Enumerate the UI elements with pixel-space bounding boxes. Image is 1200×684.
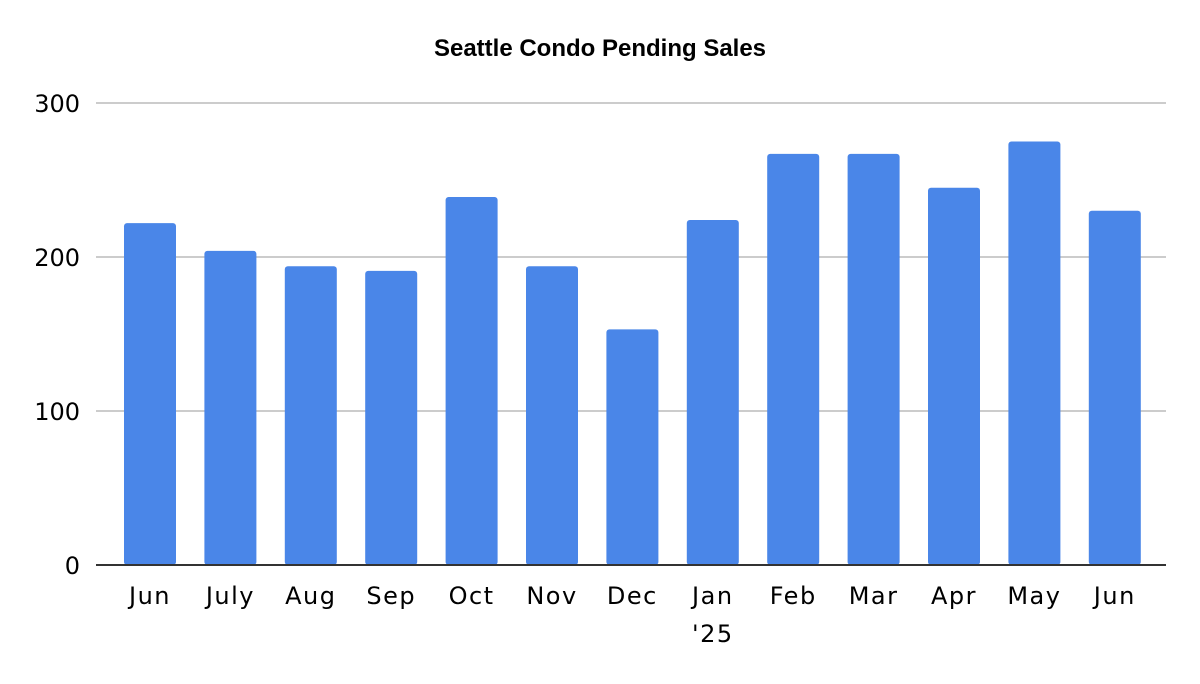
x-tick-label: '25 bbox=[692, 620, 734, 648]
y-tick-label: 300 bbox=[34, 90, 80, 118]
x-tick-label: Nov bbox=[526, 582, 577, 610]
bar bbox=[1088, 210, 1141, 566]
bar bbox=[284, 266, 337, 565]
y-axis-ticks: 0 100 200 300 bbox=[34, 90, 80, 580]
x-axis-ticks: Jun July Aug Sep Oct Nov Dec Jan '25 Feb Mar Apr May… bbox=[127, 582, 1136, 648]
bar bbox=[365, 270, 418, 565]
x-tick-label: Mar bbox=[849, 582, 899, 610]
bar bbox=[204, 250, 257, 565]
x-tick-label: Jan bbox=[690, 582, 734, 610]
y-tick-label: 200 bbox=[34, 244, 80, 272]
bar bbox=[606, 329, 659, 565]
bars bbox=[124, 141, 1141, 566]
x-tick-label: Sep bbox=[366, 582, 416, 610]
x-tick-label: Aug bbox=[285, 582, 336, 610]
bar bbox=[526, 266, 578, 565]
bar bbox=[767, 153, 820, 565]
bar bbox=[686, 220, 739, 566]
bar bbox=[928, 187, 980, 565]
y-tick-label: 100 bbox=[34, 398, 80, 426]
x-tick-label: Apr bbox=[931, 582, 977, 610]
x-tick-label: Oct bbox=[449, 582, 495, 610]
x-tick-label: Jun bbox=[127, 582, 171, 610]
bar bbox=[445, 196, 498, 565]
bar bbox=[1008, 141, 1061, 565]
bar bbox=[124, 223, 176, 565]
y-tick-label: 0 bbox=[65, 552, 80, 580]
x-tick-label: Dec bbox=[607, 582, 658, 610]
x-tick-label: Jun bbox=[1092, 582, 1136, 610]
x-tick-label: July bbox=[204, 582, 255, 610]
x-tick-label: May bbox=[1007, 582, 1061, 610]
x-tick-label: Feb bbox=[770, 582, 817, 610]
bar bbox=[847, 153, 900, 565]
chart-title: Seattle Condo Pending Sales bbox=[434, 35, 766, 62]
